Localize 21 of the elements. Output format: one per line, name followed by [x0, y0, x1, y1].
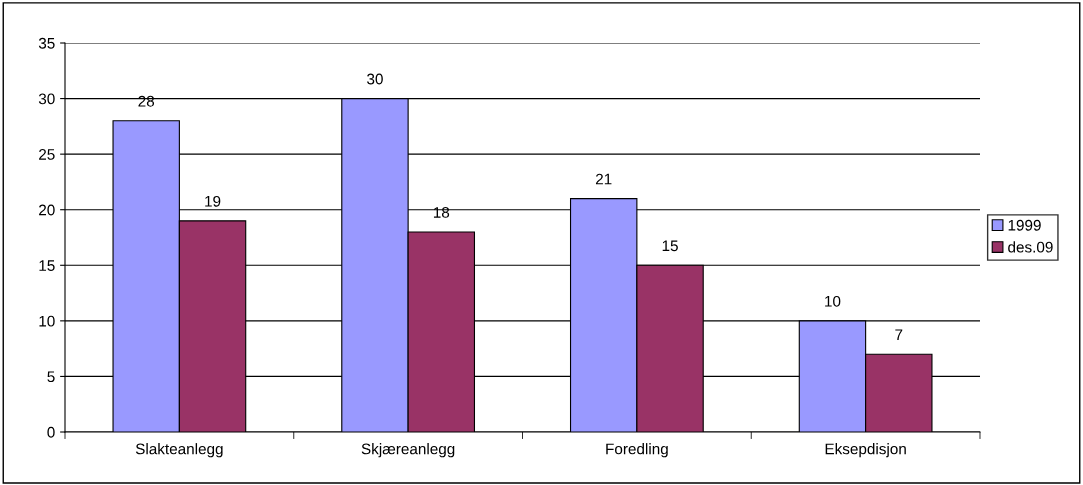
y-tick-label: 5	[47, 371, 55, 383]
y-tick-label: 35	[38, 37, 55, 49]
data-label: 30	[367, 73, 383, 85]
x-tick-label: Slakteanlegg	[135, 443, 223, 458]
y-tick-label: 25	[39, 149, 55, 160]
data-label: 19	[205, 195, 221, 207]
legend-label: 1999	[1008, 219, 1041, 231]
y-tick-label: 20	[39, 204, 55, 216]
x-tick-label: Skjæreanlegg	[361, 443, 455, 458]
data-label: 21	[595, 173, 612, 185]
y-tick-label: 15	[39, 260, 55, 271]
data-label: 10	[825, 295, 841, 307]
x-tick-label: Eksepdisjon	[825, 443, 906, 458]
y-tick-label: 30	[38, 93, 55, 105]
legend-label: des.09	[1008, 241, 1053, 253]
y-tick-label: 10	[39, 315, 55, 327]
y-tick-label: 0	[47, 426, 55, 438]
data-label: 18	[433, 206, 450, 218]
data-label: 15	[662, 240, 678, 252]
data-label: 7	[895, 329, 903, 340]
x-tick-label: Foredling	[606, 443, 668, 458]
